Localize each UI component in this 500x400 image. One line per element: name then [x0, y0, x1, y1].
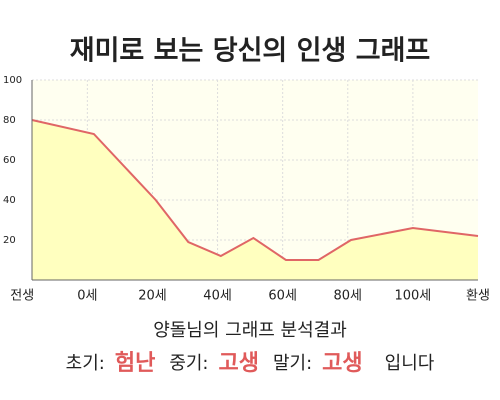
x-tick-label: 환생: [466, 289, 490, 304]
y-tick-label: 80: [3, 115, 16, 126]
result-suffix: 입니다: [385, 353, 435, 374]
x-tick-label: 80세: [334, 289, 363, 304]
x-tick-label: 40세: [203, 289, 232, 304]
x-tick-label: 전생: [10, 289, 34, 304]
result-value: 고생: [219, 351, 259, 376]
result-label: 중기:: [169, 353, 208, 374]
line: [31, 119, 479, 261]
area: [32, 120, 478, 280]
result-heading: 양돌님의 그래프 분석결과: [153, 320, 347, 341]
y-tick-label: 20: [3, 235, 16, 246]
x-tick-label: 60세: [268, 289, 297, 304]
result-value: 고생: [322, 351, 362, 376]
result-label: 말기:: [273, 353, 312, 374]
x-tick-label: 100세: [394, 289, 431, 304]
y-tick-label: 40: [3, 195, 16, 206]
y-tick-label: 60: [3, 155, 16, 166]
result-label: 초기:: [66, 353, 105, 374]
result-value: 험난: [115, 350, 155, 376]
chart-title: 재미로 보는 당신의 인생 그래프: [70, 36, 431, 67]
result-row: 초기: 험난 중기: 고생 말기: 고생 입니다: [66, 350, 435, 376]
x-tick-label: 20세: [138, 289, 167, 304]
y-tick-label: 100: [3, 75, 22, 86]
x-tick-label: 0세: [77, 289, 97, 304]
